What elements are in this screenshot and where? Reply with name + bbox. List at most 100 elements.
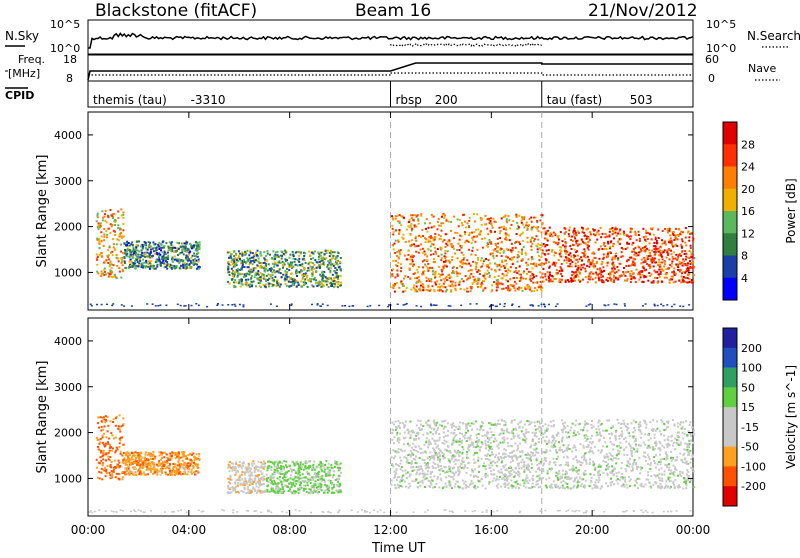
range-gate-cell xyxy=(279,479,281,481)
range-gate-cell xyxy=(274,469,276,471)
range-gate-cell xyxy=(110,476,112,478)
range-gate-cell xyxy=(684,242,686,244)
range-gate-cell xyxy=(248,489,250,491)
range-gate-cell xyxy=(436,280,438,282)
range-gate-cell xyxy=(252,252,254,254)
range-gate-cell xyxy=(603,253,605,255)
range-gate-cell xyxy=(285,464,287,466)
range-gate-cell xyxy=(682,231,684,233)
range-gate-cell xyxy=(233,286,235,288)
range-gate-cell xyxy=(510,249,512,251)
range-gate-cell xyxy=(528,258,530,260)
range-gate-cell xyxy=(555,278,557,280)
range-gate-cell xyxy=(240,490,242,492)
range-gate-cell xyxy=(217,303,219,305)
range-gate-cell xyxy=(433,216,435,218)
range-gate-cell xyxy=(418,223,420,225)
range-gate-cell xyxy=(184,462,186,464)
range-gate-cell xyxy=(472,239,474,241)
range-gate-cell xyxy=(638,234,640,236)
range-gate-cell xyxy=(138,265,140,267)
range-gate-cell xyxy=(227,252,229,254)
range-gate-cell xyxy=(273,279,275,281)
range-gate-cell xyxy=(134,455,136,457)
range-gate-cell xyxy=(540,249,542,251)
range-gate-cell xyxy=(392,268,394,270)
range-gate-cell xyxy=(129,256,131,258)
range-gate-cell xyxy=(125,464,127,466)
range-gate-cell xyxy=(172,257,174,259)
range-gate-cell xyxy=(255,485,257,487)
range-gate-cell xyxy=(542,214,544,216)
range-gate-cell xyxy=(158,245,160,247)
range-gate-cell xyxy=(487,233,489,235)
range-gate-cell xyxy=(331,488,333,490)
range-gate-cell xyxy=(324,464,326,466)
range-gate-cell xyxy=(571,248,573,250)
range-gate-cell xyxy=(280,468,282,470)
range-gate-cell xyxy=(433,253,435,255)
range-gate-cell xyxy=(300,281,302,283)
y-tick-label: 3000 xyxy=(54,175,82,188)
range-gate-cell xyxy=(289,465,291,467)
range-gate-cell xyxy=(397,262,399,264)
colorbar-segment xyxy=(723,189,737,212)
range-gate-cell xyxy=(433,258,435,260)
range-gate-cell xyxy=(189,461,191,463)
range-gate-cell xyxy=(153,454,155,456)
range-gate-cell xyxy=(266,469,268,471)
range-gate-cell xyxy=(548,304,550,306)
range-gate-cell xyxy=(587,281,589,283)
range-gate-cell xyxy=(271,488,273,490)
range-gate-cell xyxy=(127,452,129,454)
range-gate-cell xyxy=(692,240,694,242)
range-gate-cell xyxy=(658,269,660,271)
range-gate-cell xyxy=(471,242,473,244)
range-gate-cell xyxy=(473,236,475,238)
range-gate-cell xyxy=(101,426,103,428)
range-gate-cell xyxy=(265,284,267,286)
range-gate-cell xyxy=(122,217,124,219)
range-gate-cell xyxy=(612,230,614,232)
range-gate-cell xyxy=(687,265,689,267)
range-gate-cell xyxy=(155,259,157,261)
range-gate-cell xyxy=(433,244,435,246)
range-gate-cell xyxy=(132,244,134,246)
cpid-segment-id: -3310 xyxy=(191,93,226,107)
range-gate-cell xyxy=(490,220,492,222)
range-gate-cell xyxy=(233,281,235,283)
range-gate-cell xyxy=(582,267,584,269)
y-tick-label: 1000 xyxy=(54,266,82,279)
range-gate-cell xyxy=(178,262,180,264)
range-gate-cell xyxy=(391,225,393,227)
range-gate-cell xyxy=(193,466,195,468)
range-gate-cell xyxy=(290,262,292,264)
range-gate-cell xyxy=(499,227,501,229)
range-gate-cell xyxy=(96,259,98,261)
range-gate-cell xyxy=(456,232,458,234)
range-gate-cell xyxy=(483,280,485,282)
range-gate-cell xyxy=(584,268,586,270)
range-gate-cell xyxy=(249,263,251,265)
range-gate-cell xyxy=(256,264,258,266)
range-gate-cell xyxy=(267,270,269,272)
range-gate-cell xyxy=(285,480,287,482)
range-gate-cell xyxy=(432,273,434,275)
range-gate-cell xyxy=(402,291,404,293)
range-gate-cell xyxy=(98,240,100,242)
range-gate-cell xyxy=(119,438,121,440)
range-gate-cell xyxy=(647,238,649,240)
range-gate-cell xyxy=(282,473,284,475)
range-gate-cell xyxy=(435,253,437,255)
range-gate-cell xyxy=(116,265,118,267)
range-gate-cell xyxy=(117,211,119,213)
range-gate-cell xyxy=(334,277,336,279)
range-gate-cell xyxy=(574,249,576,251)
range-gate-cell xyxy=(582,279,584,281)
range-gate-cell xyxy=(394,252,396,254)
range-gate-cell xyxy=(320,484,322,486)
range-gate-cell xyxy=(106,234,108,236)
range-gate-cell xyxy=(535,245,537,247)
range-gate-cell xyxy=(232,470,234,472)
range-gate-cell xyxy=(532,274,534,276)
